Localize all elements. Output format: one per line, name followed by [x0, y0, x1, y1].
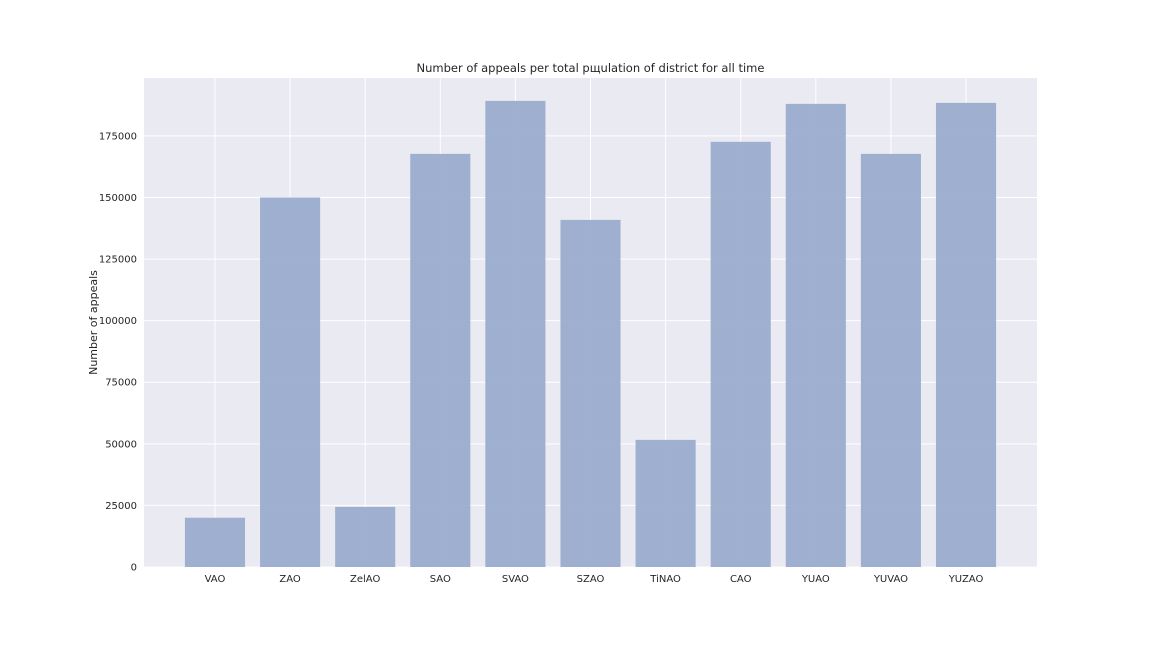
bar-yuao	[785, 103, 846, 567]
bar-cao	[710, 141, 771, 568]
x-tick-label: VAO	[205, 574, 226, 585]
bar-yuvao	[860, 153, 921, 567]
y-tick-label: 150000	[99, 193, 137, 204]
x-tick-label: ZelAO	[350, 574, 380, 585]
y-tick-label: 50000	[105, 439, 137, 450]
x-tick-label: ZAO	[279, 574, 301, 585]
x-tick-label: SAO	[430, 574, 451, 585]
bar-svao	[485, 100, 546, 567]
bar-zelao	[335, 506, 396, 567]
bar-yuzao	[935, 102, 997, 568]
bar-tinao	[635, 439, 696, 567]
x-tick-label: CAO	[730, 574, 752, 585]
y-axis-label: Number of appeals	[87, 270, 100, 375]
y-tick-label: 175000	[99, 131, 137, 142]
y-tick-label: 100000	[99, 316, 137, 327]
x-tick-label: SZAO	[577, 574, 605, 585]
x-tick-label: YUZAO	[948, 574, 984, 585]
x-tick-label: YUAO	[801, 574, 830, 585]
chart-title: Number of appeals per total pщulation of…	[417, 61, 765, 75]
y-tick-label: 25000	[105, 501, 137, 512]
bar-sao	[410, 153, 471, 567]
x-tick-label: TiNAO	[649, 574, 681, 585]
x-tick-label: SVAO	[502, 574, 529, 585]
bar-vao	[184, 517, 246, 567]
y-tick-label: 0	[131, 563, 137, 574]
y-tick-label: 125000	[99, 255, 137, 266]
x-tick-label: YUVAO	[873, 574, 908, 585]
y-tick-label: 75000	[105, 378, 137, 389]
bar-zao	[260, 197, 321, 568]
bar-szao	[560, 219, 621, 567]
